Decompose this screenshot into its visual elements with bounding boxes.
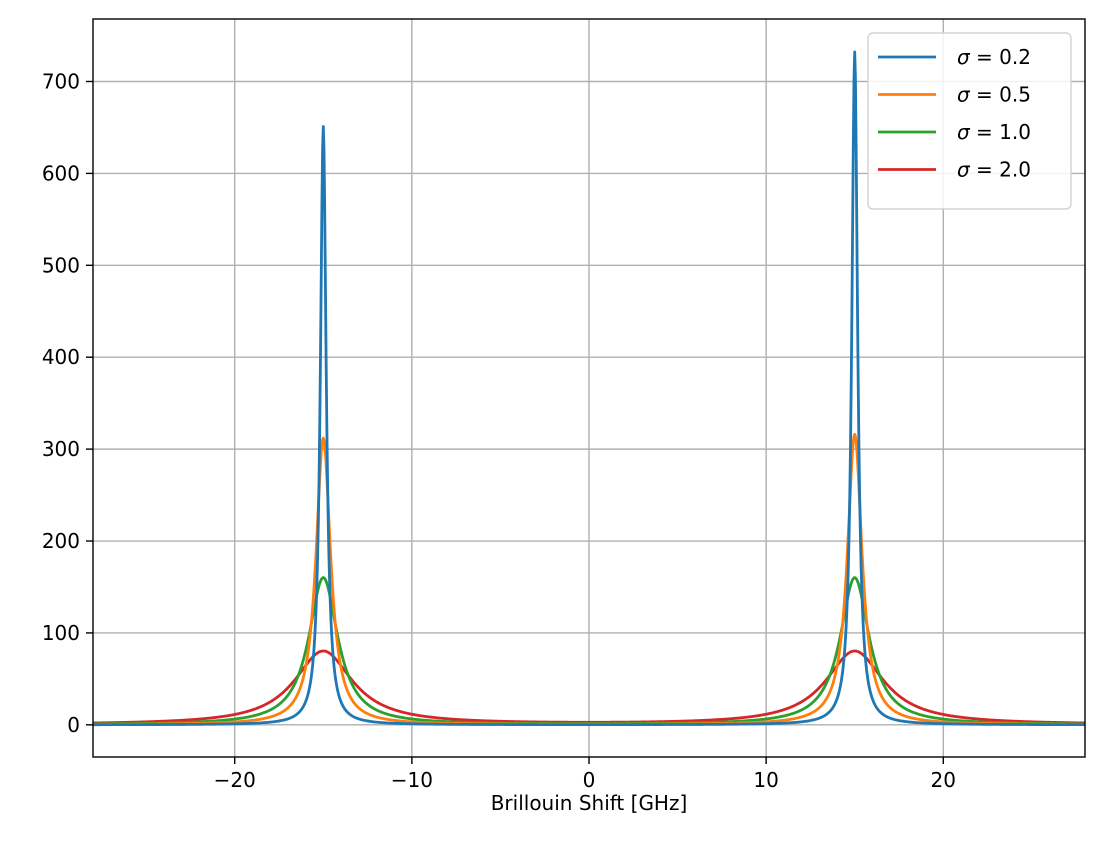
x-tick-label: 20 bbox=[931, 768, 956, 792]
y-tick-label: 400 bbox=[42, 345, 80, 369]
x-tick-label: 0 bbox=[583, 768, 596, 792]
legend-label: σ = 0.2 bbox=[957, 45, 1031, 69]
legend: σ = 0.2 σ = 0.5 σ = 1.0 σ = 2.0 bbox=[867, 32, 1072, 210]
series-lines bbox=[93, 50, 1085, 727]
legend-label: σ = 1.0 bbox=[957, 120, 1031, 144]
series-line bbox=[93, 50, 1085, 727]
legend-box bbox=[867, 32, 1072, 210]
x-tick-label: −10 bbox=[391, 768, 433, 792]
y-tick-label: 500 bbox=[42, 253, 80, 277]
legend-label: σ = 0.5 bbox=[957, 83, 1031, 107]
y-tick-label: 0 bbox=[67, 713, 80, 737]
y-tick-label: 100 bbox=[42, 621, 80, 645]
y-tick-label: 600 bbox=[42, 161, 80, 185]
x-tick-label: −20 bbox=[214, 768, 256, 792]
y-tick-label: 300 bbox=[42, 437, 80, 461]
y-tick-label: 200 bbox=[42, 529, 80, 553]
y-tick-label: 700 bbox=[42, 69, 80, 93]
x-tick-label: 10 bbox=[753, 768, 778, 792]
legend-label: σ = 2.0 bbox=[957, 158, 1031, 182]
x-axis-label: Brillouin Shift [GHz] bbox=[491, 791, 688, 815]
